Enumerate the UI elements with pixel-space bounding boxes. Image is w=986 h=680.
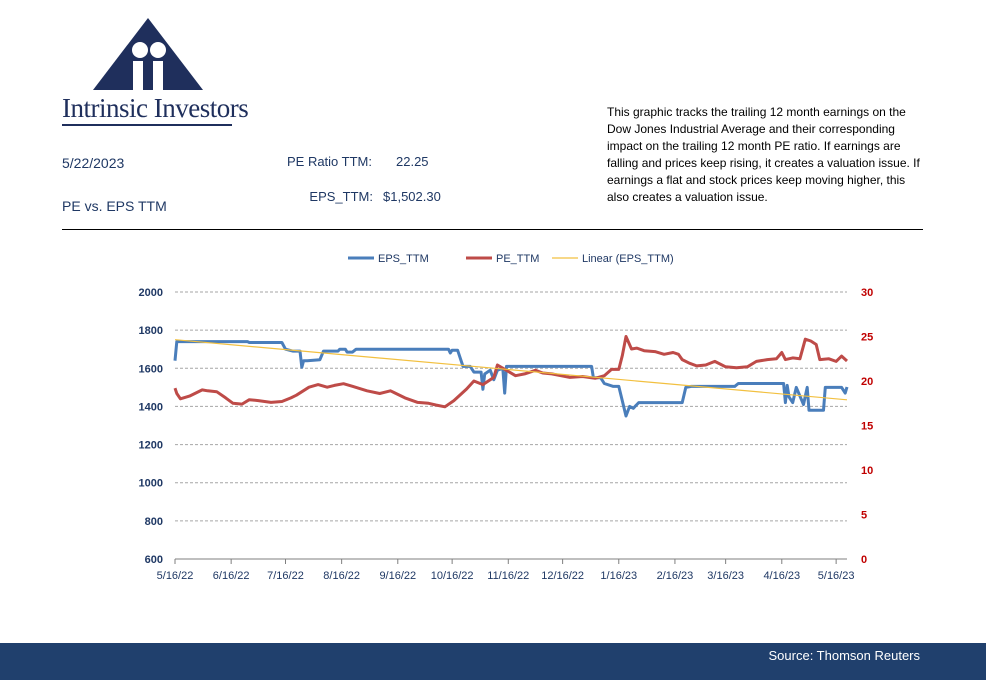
left-tick-label: 1600 (139, 363, 163, 375)
x-tick-label: 12/16/22 (541, 570, 584, 582)
x-tick-label: 8/16/22 (323, 570, 360, 582)
left-tick-label: 1800 (139, 325, 163, 337)
left-tick-label: 1200 (139, 440, 163, 452)
eps-ttm-line (173, 340, 849, 418)
right-tick-label: 25 (861, 332, 873, 344)
pe-ratio-label: PE Ratio TTM: (286, 154, 372, 169)
right-tick-label: 5 (861, 510, 867, 522)
legend-label: PE_TTM (496, 253, 539, 265)
right-tick-label: 10 (861, 465, 873, 477)
x-tick-label: 2/16/23 (657, 570, 694, 582)
left-tick-label: 800 (145, 516, 163, 528)
right-tick-label: 15 (861, 421, 873, 433)
source-credit: Source: Thomson Reuters (768, 648, 921, 663)
x-tick-label: 9/16/22 (379, 570, 416, 582)
eps-value: $1,502.30 (383, 189, 441, 204)
header-divider (62, 229, 923, 230)
report-date: 5/22/2023 (62, 155, 125, 171)
x-tick-label: 1/16/23 (600, 570, 637, 582)
left-tick-label: 1400 (139, 401, 163, 413)
intrinsic-investors-logo (93, 18, 203, 90)
eps-label: EPS_TTM: (309, 189, 373, 204)
right-tick-label: 30 (861, 287, 873, 299)
x-tick-label: 10/16/22 (431, 570, 474, 582)
legend-label: EPS_TTM (378, 253, 429, 265)
left-tick-label: 2000 (139, 287, 163, 299)
x-tick-label: 11/16/22 (487, 570, 529, 582)
report-title: PE vs. EPS TTM (62, 198, 167, 214)
x-tick-label: 5/16/22 (157, 570, 194, 582)
right-tick-label: 0 (861, 554, 867, 566)
x-tick-label: 4/16/23 (763, 570, 800, 582)
pe-ratio-value: 22.25 (396, 154, 429, 169)
brand-name: Intrinsic Investors (62, 93, 249, 123)
chart-description: This graphic tracks the trailing 12 mont… (607, 105, 920, 204)
x-tick-label: 7/16/22 (267, 570, 304, 582)
legend-label: Linear (EPS_TTM) (582, 253, 674, 265)
left-tick-label: 1000 (139, 478, 163, 490)
x-tick-label: 5/16/23 (818, 570, 855, 582)
trend-line (174, 339, 848, 401)
footer-bar: Source: Thomson Reuters (0, 643, 986, 680)
pe-vs-eps-chart: 2000 1800 1600 1400 1200 1000 800 600 30 25 20 15 10… (139, 253, 874, 582)
left-tick-label: 600 (145, 554, 163, 566)
right-tick-label: 20 (861, 376, 873, 388)
pe-ttm-line (173, 335, 849, 409)
brand-underline (62, 124, 232, 126)
x-tick-label: 6/16/22 (213, 570, 250, 582)
x-tick-label: 3/16/23 (707, 570, 744, 582)
